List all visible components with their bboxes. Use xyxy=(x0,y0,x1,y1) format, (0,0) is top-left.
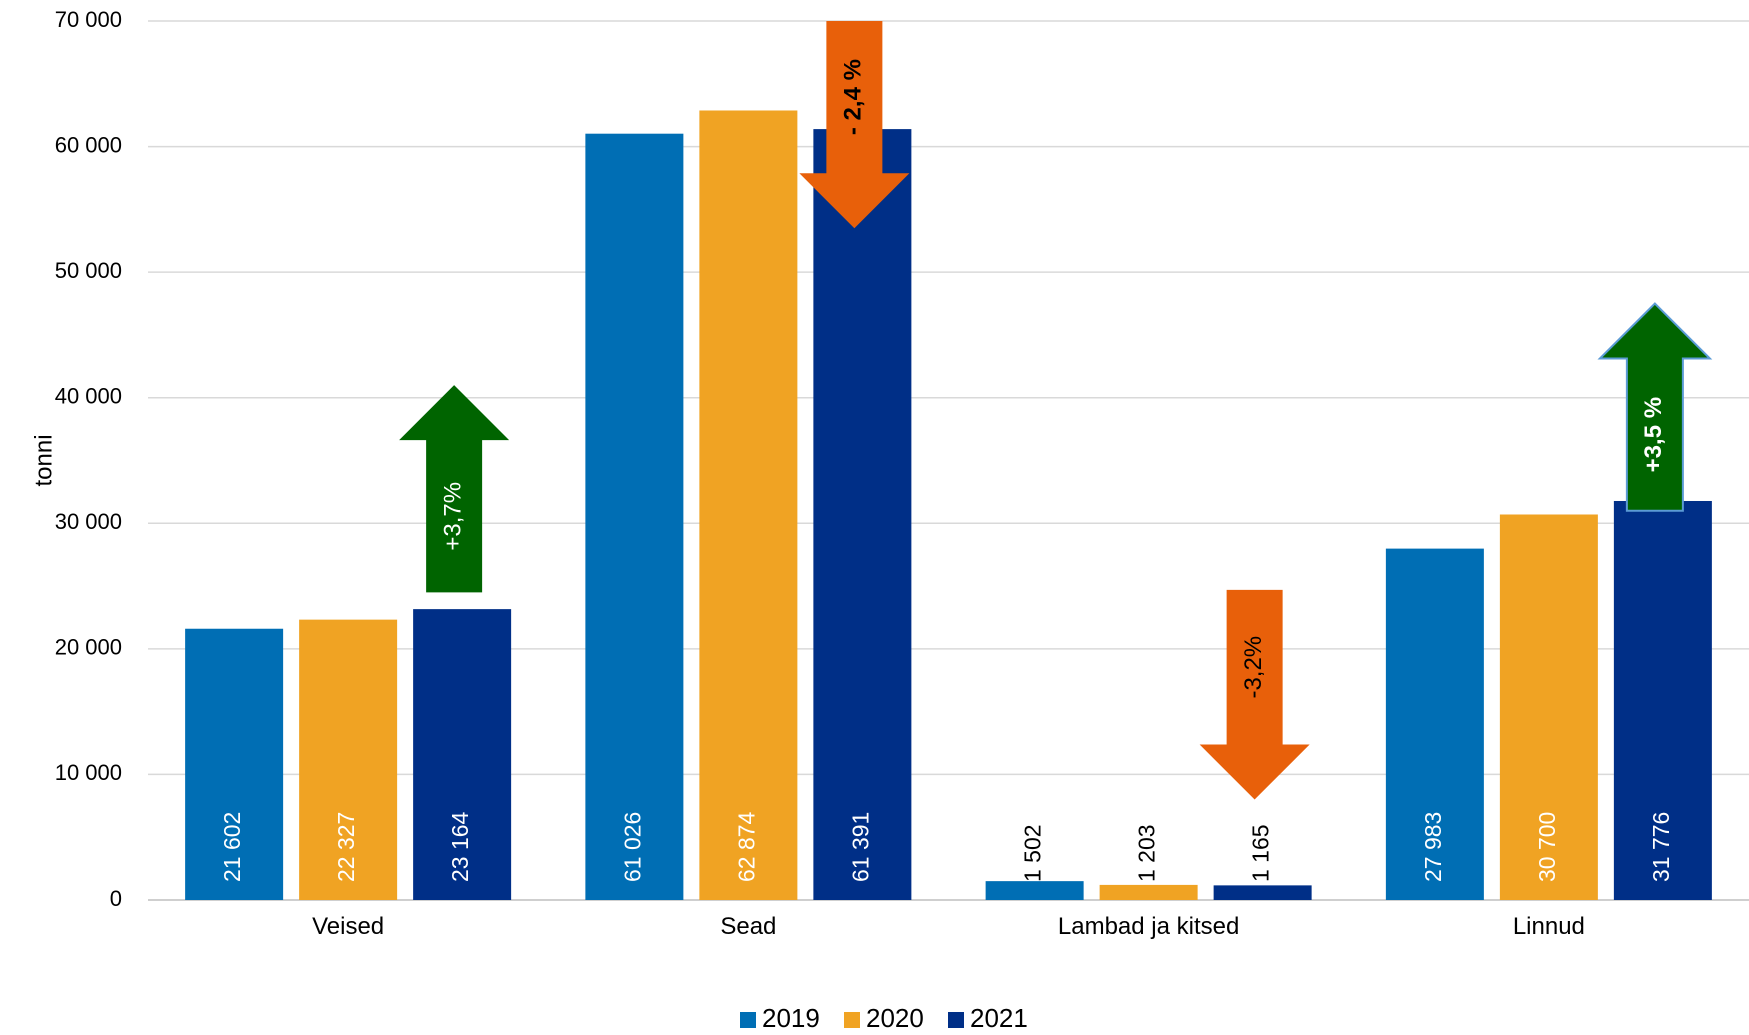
data-label: 30 700 xyxy=(1534,812,1560,882)
bar xyxy=(1099,884,1198,900)
data-label: 22 327 xyxy=(333,812,359,882)
y-tick-label: 50 000 xyxy=(55,258,122,283)
legend: 2019 2020 2021 xyxy=(740,1003,1028,1033)
bars: 21 602 22 327 23 164 61 026 62 874 61 391 1 50… xyxy=(185,110,1712,901)
bar xyxy=(985,881,1084,900)
y-tick-label: 20 000 xyxy=(55,635,122,660)
data-label: 61 391 xyxy=(847,812,873,882)
y-tick-label: 10 000 xyxy=(55,760,122,785)
data-label: 27 983 xyxy=(1420,812,1446,882)
legend-swatch xyxy=(740,1012,756,1028)
data-label: 61 026 xyxy=(619,812,645,882)
legend-label: 2019 xyxy=(762,1003,820,1033)
bar xyxy=(1613,500,1712,900)
change-label: -3,2% xyxy=(1240,636,1267,699)
x-category-label: Veised xyxy=(312,913,384,940)
data-label: 21 602 xyxy=(219,812,245,882)
data-label: 1 203 xyxy=(1134,824,1160,882)
arrow-down-icon xyxy=(799,21,910,229)
change-label: +3,7% xyxy=(439,482,466,551)
data-label: 1 165 xyxy=(1248,824,1274,882)
legend-swatch xyxy=(844,1012,860,1028)
legend-swatch xyxy=(948,1012,964,1028)
bar xyxy=(185,628,284,900)
data-label: 62 874 xyxy=(733,811,759,882)
legend-label: 2021 xyxy=(970,1003,1028,1033)
y-tick-label: 0 xyxy=(110,886,122,911)
arrow-up-icon xyxy=(1597,302,1713,512)
y-tick-label: 70 000 xyxy=(55,7,122,32)
change-arrows: +3,7% - 2,4 % -3,2% +3,5 % xyxy=(399,21,1713,800)
bar xyxy=(813,129,912,901)
change-label: +3,5 % xyxy=(1640,397,1667,472)
x-category-label: Lambad ja kitsed xyxy=(1058,913,1239,940)
y-tick-label: 40 000 xyxy=(55,384,122,409)
bar xyxy=(1385,548,1484,900)
bar xyxy=(585,133,684,900)
data-label: 23 164 xyxy=(447,811,473,882)
x-axis-categories: Veised Sead Lambad ja kitsed Linnud xyxy=(312,913,1585,940)
bar xyxy=(413,609,512,900)
arrow-down-icon xyxy=(1199,589,1310,800)
arrow-up-icon xyxy=(399,385,510,593)
data-label: 1 502 xyxy=(1020,824,1046,882)
y-tick-label: 30 000 xyxy=(55,509,122,534)
bar xyxy=(699,110,798,901)
y-axis-ticks: 0 10 000 20 000 30 000 40 000 50 000 60 000 70 … xyxy=(55,7,122,911)
y-axis-label: tonni xyxy=(30,434,57,486)
change-label: - 2,4 % xyxy=(840,59,867,135)
bar xyxy=(1499,514,1598,900)
bar xyxy=(299,619,398,900)
data-label: 31 776 xyxy=(1648,812,1674,882)
x-category-label: Sead xyxy=(720,913,776,940)
x-category-label: Linnud xyxy=(1513,913,1585,940)
legend-label: 2020 xyxy=(866,1003,924,1033)
y-tick-label: 60 000 xyxy=(55,132,122,157)
bar xyxy=(1213,885,1312,900)
